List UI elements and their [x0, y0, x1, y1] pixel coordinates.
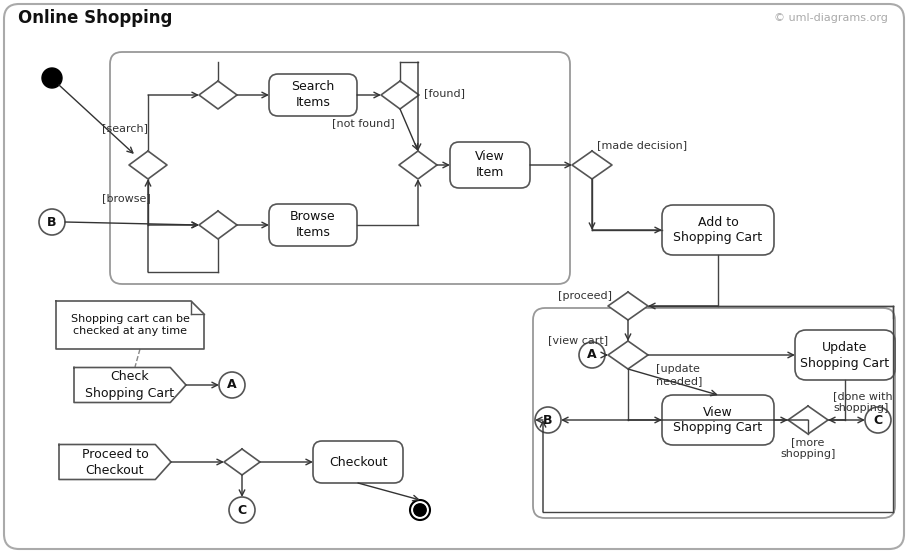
- Text: [not found]: [not found]: [332, 118, 395, 128]
- Text: [done with
shopping]: [done with shopping]: [833, 391, 893, 413]
- Text: [found]: [found]: [424, 88, 465, 98]
- FancyBboxPatch shape: [533, 308, 895, 518]
- Text: Update
Shopping Cart: Update Shopping Cart: [801, 341, 890, 369]
- Text: B: B: [543, 414, 553, 426]
- Text: View
Item: View Item: [475, 150, 505, 180]
- Text: [update
needed]: [update needed]: [656, 364, 703, 386]
- Text: View
Shopping Cart: View Shopping Cart: [674, 405, 763, 435]
- Text: [view cart]: [view cart]: [548, 335, 608, 345]
- Text: Add to
Shopping Cart: Add to Shopping Cart: [674, 216, 763, 244]
- Polygon shape: [608, 341, 648, 369]
- Text: C: C: [873, 414, 883, 426]
- Polygon shape: [399, 151, 437, 179]
- Circle shape: [865, 407, 891, 433]
- Circle shape: [229, 497, 255, 523]
- Text: Proceed to
Checkout: Proceed to Checkout: [82, 447, 148, 477]
- FancyBboxPatch shape: [450, 142, 530, 188]
- Text: Shopping cart can be
checked at any time: Shopping cart can be checked at any time: [71, 314, 190, 336]
- Circle shape: [42, 68, 62, 88]
- FancyBboxPatch shape: [313, 441, 403, 483]
- Polygon shape: [381, 81, 419, 109]
- Text: [proceed]: [proceed]: [558, 291, 612, 301]
- Polygon shape: [74, 368, 186, 403]
- Text: Browse
Items: Browse Items: [291, 211, 336, 239]
- FancyBboxPatch shape: [269, 204, 357, 246]
- Text: Check
Shopping Cart: Check Shopping Cart: [85, 371, 174, 399]
- Polygon shape: [572, 151, 612, 179]
- FancyBboxPatch shape: [662, 395, 774, 445]
- Circle shape: [219, 372, 245, 398]
- FancyBboxPatch shape: [662, 205, 774, 255]
- Text: © uml-diagrams.org: © uml-diagrams.org: [775, 13, 888, 23]
- Text: A: A: [587, 348, 597, 362]
- Circle shape: [414, 504, 426, 516]
- Text: A: A: [227, 378, 237, 392]
- Text: [browse]: [browse]: [102, 193, 151, 203]
- Text: Online Shopping: Online Shopping: [18, 9, 173, 27]
- Text: [made decision]: [made decision]: [597, 140, 687, 150]
- Polygon shape: [199, 211, 237, 239]
- Polygon shape: [199, 81, 237, 109]
- Polygon shape: [59, 445, 171, 479]
- Text: B: B: [47, 216, 56, 228]
- Circle shape: [579, 342, 605, 368]
- Text: [more
shopping]: [more shopping]: [780, 437, 835, 459]
- FancyBboxPatch shape: [269, 74, 357, 116]
- Circle shape: [410, 500, 430, 520]
- Polygon shape: [608, 292, 648, 320]
- Text: Search
Items: Search Items: [291, 81, 335, 109]
- Polygon shape: [56, 301, 204, 349]
- Polygon shape: [224, 449, 260, 475]
- FancyBboxPatch shape: [795, 330, 895, 380]
- Polygon shape: [129, 151, 167, 179]
- Circle shape: [535, 407, 561, 433]
- Circle shape: [39, 209, 65, 235]
- Polygon shape: [788, 406, 828, 434]
- FancyBboxPatch shape: [4, 4, 904, 549]
- Text: C: C: [237, 503, 247, 517]
- Text: Checkout: Checkout: [329, 456, 387, 468]
- Text: [search]: [search]: [102, 123, 148, 133]
- FancyBboxPatch shape: [110, 52, 570, 284]
